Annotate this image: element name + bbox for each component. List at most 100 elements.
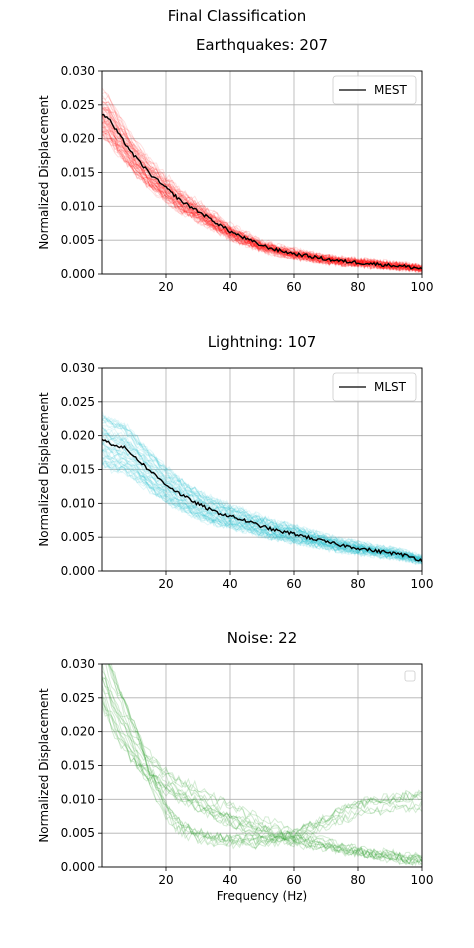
ensemble-trace [102,449,422,565]
chart-panel-1: Earthquakes: 207 20 40 60 80 100 0.000 0.005 0.0… [37,36,433,294]
ensemble-trace [102,87,422,273]
ensemble-trace [102,427,422,563]
ensemble-trace [102,130,422,272]
ensemble-trace [102,114,422,272]
series-line-noise [102,703,422,867]
legend [404,670,416,682]
y-tick-label: 0.015 [61,463,95,477]
ensemble-trace [102,122,422,272]
plot-area [102,664,422,867]
ensemble-trace [102,455,422,564]
ensemble-trace [102,461,422,563]
ensemble-trace [102,460,422,561]
x-tick-label: 20 [158,577,173,591]
ensemble-trace [102,456,422,564]
legend-label: MLST [374,380,407,394]
ensemble-trace [102,107,422,271]
y-tick-label: 0.005 [61,530,95,544]
x-tick-label: 40 [222,873,237,887]
series-line-noise [107,664,422,845]
ensemble-trace [102,105,422,272]
plot-area [102,410,422,566]
y-tick-label: 0.010 [61,496,95,510]
ensemble-trace [102,115,422,271]
ensemble-trace [102,461,422,564]
ensemble-trace [102,117,422,271]
ensemble-trace [102,421,422,561]
series-line-noise [102,693,422,864]
series-line-noise [102,700,422,863]
ensemble-trace [102,431,422,562]
ensemble-trace [102,415,422,561]
y-tick-label: 0.000 [61,860,95,874]
series-line-noise [102,696,422,867]
ensemble-trace [102,120,422,272]
ensemble-trace [102,459,422,565]
legend-box [332,75,417,105]
x-tick-label: 80 [350,873,365,887]
plot-area [102,87,422,274]
ensemble-trace [102,457,422,563]
ensemble-trace [102,100,422,273]
y-tick-label: 0.030 [61,657,95,671]
ensemble-trace [102,417,422,561]
ensemble-trace [102,133,422,273]
series-line-mlst [102,438,422,563]
ensemble-trace [102,128,422,273]
ensemble-trace [102,410,422,562]
ensemble-trace [102,129,422,272]
ensemble-trace [102,112,422,273]
y-axis-label: Normalized Displacement [37,688,51,843]
y-tick-label: 0.025 [61,395,95,409]
ensemble-trace [102,127,422,272]
series-line-noise [102,676,422,861]
series-line-noise [102,677,422,864]
ensemble-trace [102,431,422,563]
ensemble-trace [102,459,422,563]
ensemble-trace [102,426,422,558]
ensemble-trace [102,133,422,272]
chart-title: Lightning: 107 [208,333,317,351]
chart-panel-3: Noise: 22 20 40 60 80 100 0.000 0.005 0.010 0.015… [37,629,433,903]
x-tick-label: 100 [411,577,434,591]
ensemble-trace [102,459,422,565]
ensemble-trace [102,427,422,561]
ensemble-trace [102,419,422,561]
ensemble-trace [102,418,422,561]
legend-label: MEST [374,83,408,97]
ensemble-trace [102,120,422,271]
legend: MLST [332,372,417,402]
ensemble-trace [102,447,422,564]
series-line-noise [109,664,422,846]
series-line-noise [102,684,422,851]
ensemble-trace [102,117,422,272]
ensemble-trace [102,414,422,560]
x-tick-label: 80 [350,280,365,294]
series-line-mest [102,113,422,270]
series-line-noise [102,676,422,849]
subplot-panels: Earthquakes: 207 20 40 60 80 100 0.000 0.005 0.0… [37,36,433,903]
y-tick-label: 0.000 [61,564,95,578]
ensemble-trace [102,427,422,563]
ensemble-trace [102,130,422,274]
x-tick-label: 20 [158,873,173,887]
x-tick-label: 60 [286,577,301,591]
x-tick-label: 80 [350,577,365,591]
chart-title: Earthquakes: 207 [196,36,328,54]
y-tick-label: 0.025 [61,691,95,705]
chart-panel-2: Lightning: 107 20 40 60 80 100 0.000 0.005 0.010… [37,333,433,591]
y-axis-label: Normalized Displacement [37,95,51,250]
ensemble-trace [102,131,422,273]
series-line-noise [102,696,422,861]
ensemble-trace [102,128,422,272]
ensemble-trace [102,414,422,559]
ensemble-trace [102,457,422,564]
x-tick-label: 40 [222,280,237,294]
ensemble-trace [102,463,422,566]
legend-box-empty [404,670,416,682]
y-tick-label: 0.015 [61,759,95,773]
y-tick-label: 0.010 [61,792,95,806]
x-axis-label: Frequency (Hz) [217,889,308,903]
series-line-noise [102,702,422,866]
ensemble-trace [102,107,422,269]
